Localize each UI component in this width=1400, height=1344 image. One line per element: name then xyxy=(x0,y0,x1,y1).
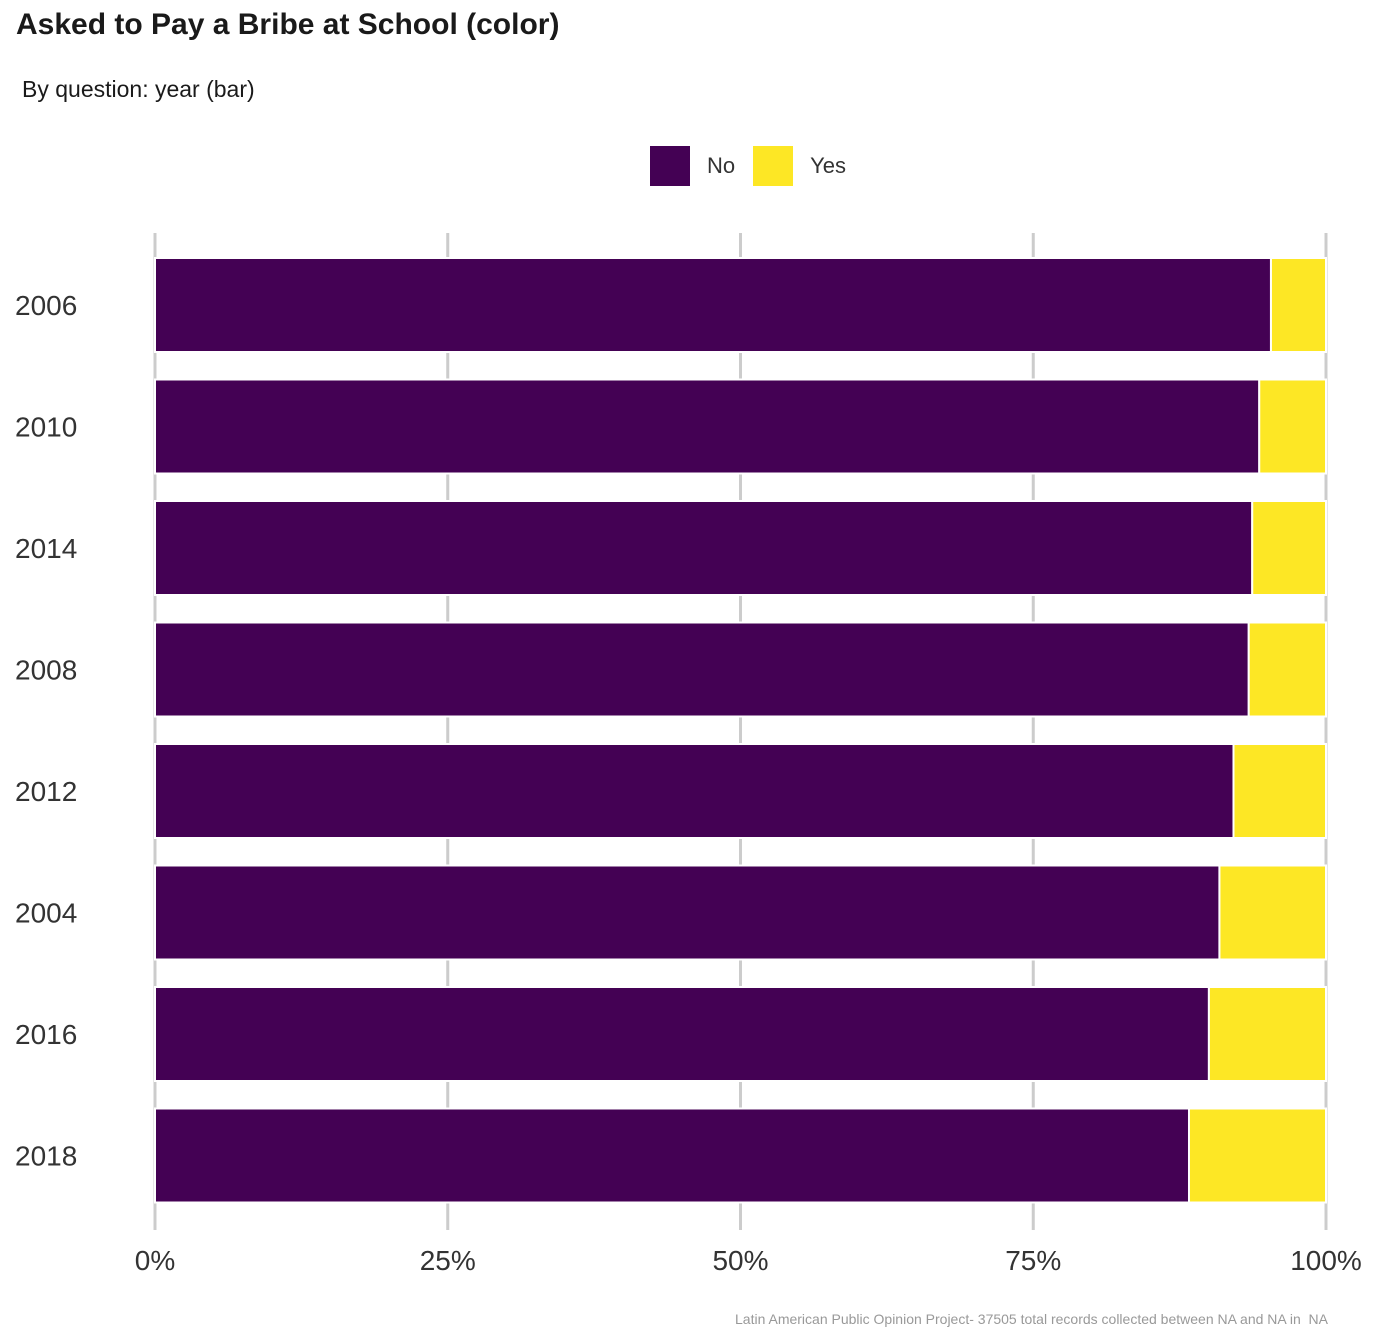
x-tick-label-0: 0% xyxy=(135,1245,175,1276)
bar-2006-no xyxy=(154,257,1272,353)
y-tick-label-2004: 2004 xyxy=(15,898,77,929)
legend-label-no: No xyxy=(707,153,736,178)
legend-swatch-yes xyxy=(753,146,794,186)
y-tick-label-2006: 2006 xyxy=(15,290,77,321)
bar-2018-no xyxy=(154,1107,1190,1204)
bar-2004-no xyxy=(154,864,1221,961)
bar-2016-yes xyxy=(1207,986,1328,1082)
bar-2012-yes xyxy=(1232,743,1327,839)
bar-2012-no xyxy=(154,743,1235,839)
bar-2008-yes xyxy=(1247,621,1327,718)
x-tick-label-3: 75% xyxy=(1005,1245,1061,1276)
legend-item-no: No xyxy=(650,146,735,186)
bar-2016-no xyxy=(154,986,1210,1082)
y-tick-label-2010: 2010 xyxy=(15,412,77,443)
legend: No Yes xyxy=(650,146,864,186)
bar-2014-no xyxy=(154,500,1254,596)
chart-caption: Latin American Public Opinion Project- 3… xyxy=(735,1311,1328,1327)
y-tick-label-2012: 2012 xyxy=(15,776,77,807)
y-tick-label-2016: 2016 xyxy=(15,1019,77,1050)
bar-2008-no xyxy=(154,621,1250,718)
bar-2006-yes xyxy=(1269,257,1328,353)
bar-2014-yes xyxy=(1251,500,1328,596)
chart-title: Asked to Pay a Bribe at School (color) xyxy=(16,8,560,41)
y-tick-label-2008: 2008 xyxy=(15,655,77,686)
bar-2018-yes xyxy=(1187,1107,1328,1204)
y-tick-label-2014: 2014 xyxy=(15,533,77,564)
y-tick-label-2018: 2018 xyxy=(15,1141,77,1172)
chart-subtitle: By question: year (bar) xyxy=(22,76,255,102)
bar-chart: 2006 2010 2014 2008 2012 2004 2016 2018 0% 25% 50%… xyxy=(15,233,1362,1276)
legend-label-yes: Yes xyxy=(810,153,847,178)
legend-item-yes: Yes xyxy=(753,146,846,186)
x-tick-label-2: 50% xyxy=(712,1245,768,1276)
legend-swatch-no xyxy=(650,146,690,186)
bar-2004-yes xyxy=(1218,864,1327,961)
bar-2010-yes xyxy=(1258,378,1328,475)
x-tick-label-1: 25% xyxy=(420,1245,476,1276)
x-tick-label-4: 100% xyxy=(1290,1245,1362,1276)
bar-2010-no xyxy=(154,378,1261,475)
